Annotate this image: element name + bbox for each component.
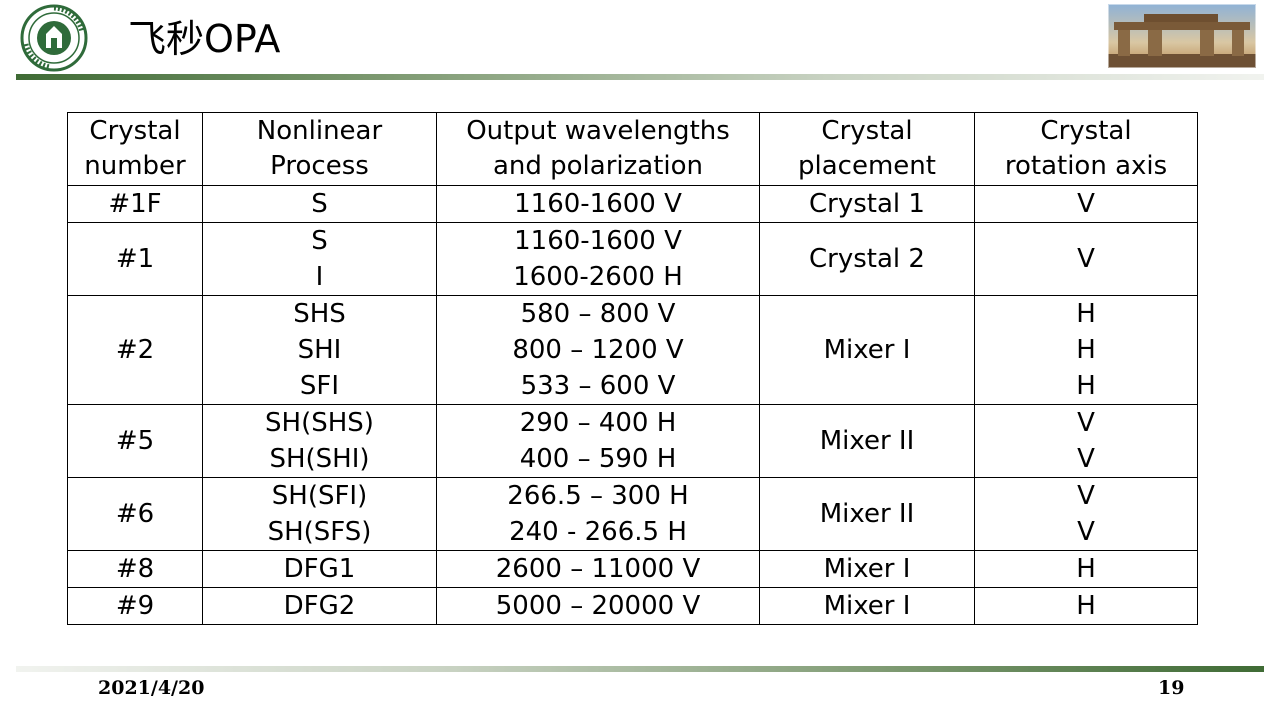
cell-nonlinear-process: SH(SHS) SH(SHI) — [202, 404, 437, 478]
cell-nonlinear-process: S — [202, 185, 437, 223]
cell-line: 580 – 800 V — [520, 299, 676, 329]
cell-line: H — [1076, 591, 1096, 621]
cell-crystal-placement: Mixer II — [759, 477, 975, 551]
cell-line: V — [1077, 244, 1095, 274]
cell-line: SH(SHI) — [269, 444, 370, 474]
cell-line: V — [1077, 189, 1095, 219]
crystal-table: Crystal number Nonlinear Process Output wa… — [67, 112, 1198, 625]
cell-crystal-number: #1 — [67, 222, 203, 296]
cell-line: SFI — [299, 371, 340, 401]
cell-line: 533 – 600 V — [520, 371, 676, 401]
header-output-wavelengths: Output wavelengths and polarization — [436, 112, 760, 186]
cell-output-wavelength: 5000 – 20000 V — [436, 587, 760, 625]
cell-line: 400 – 590 H — [519, 444, 677, 474]
cell-line: 1160-1600 V — [514, 189, 682, 219]
cell-crystal-placement: Crystal 1 — [759, 185, 975, 223]
cell-line: SHI — [297, 335, 342, 365]
cell-line: S — [311, 226, 328, 256]
cell-line: 1160-1600 V — [514, 226, 682, 256]
cell-rotation-axis: V — [974, 222, 1198, 296]
cell-output-wavelength: 290 – 400 H 400 – 590 H — [436, 404, 760, 478]
cell-crystal-number: #1F — [67, 185, 203, 223]
cell-line: DFG1 — [283, 554, 356, 584]
cell-line: H — [1076, 299, 1096, 329]
table-header-row: Crystal number Nonlinear Process Output wa… — [67, 112, 1198, 186]
cell-rotation-axis: H — [974, 550, 1198, 588]
cell-line: SH(SFS) — [267, 517, 372, 547]
cell-nonlinear-process: DFG1 — [202, 550, 437, 588]
cell-nonlinear-process: SHS SHI SFI — [202, 295, 437, 405]
cell-rotation-axis: H — [974, 587, 1198, 625]
cell-line: I — [315, 262, 324, 292]
cell-output-wavelength: 1160-1600 V 1600-2600 H — [436, 222, 760, 296]
cell-crystal-number: #2 — [67, 295, 203, 405]
university-seal-icon — [20, 4, 88, 72]
cell-line: 800 – 1200 V — [512, 335, 684, 365]
cell-rotation-axis: V — [974, 185, 1198, 223]
header-crystal-placement: Crystal placement — [759, 112, 975, 186]
header-rotation-axis: Crystal rotation axis — [974, 112, 1198, 186]
table-row: #6 SH(SFI) SH(SFS) 266.5 – 300 H 240 - 266.5… — [67, 477, 1198, 551]
table-row: #1F S 1160-1600 V Crystal 1 V — [67, 185, 1198, 223]
header-nonlinear-process: Nonlinear Process — [202, 112, 437, 186]
cell-crystal-number: #5 — [67, 404, 203, 478]
cell-line: V — [1077, 444, 1095, 474]
cell-line: SH(SHS) — [265, 408, 374, 438]
cell-line: 290 – 400 H — [519, 408, 677, 438]
footer-date: 2021/4/20 — [98, 677, 205, 699]
cell-line: H — [1076, 335, 1096, 365]
cell-crystal-number: #6 — [67, 477, 203, 551]
cell-line: H — [1076, 371, 1096, 401]
cell-line: 1600-2600 H — [513, 262, 683, 292]
cell-crystal-placement: Mixer I — [759, 550, 975, 588]
page-number: 19 — [1158, 677, 1185, 699]
header-divider — [16, 74, 1264, 80]
cell-nonlinear-process: SH(SFI) SH(SFS) — [202, 477, 437, 551]
gate-photo — [1108, 4, 1256, 68]
cell-line: 266.5 – 300 H — [507, 481, 689, 511]
page-title: 飞秒OPA — [128, 17, 281, 61]
cell-output-wavelength: 1160-1600 V — [436, 185, 760, 223]
cell-line: H — [1076, 554, 1096, 584]
cell-crystal-number: #9 — [67, 587, 203, 625]
cell-crystal-placement: Mixer II — [759, 404, 975, 478]
table-row: #9 DFG2 5000 – 20000 V Mixer I H — [67, 587, 1198, 625]
cell-line: SH(SFI) — [271, 481, 368, 511]
cell-crystal-placement: Mixer I — [759, 587, 975, 625]
cell-crystal-placement: Mixer I — [759, 295, 975, 405]
cell-crystal-placement: Crystal 2 — [759, 222, 975, 296]
cell-line: S — [311, 189, 328, 219]
footer-divider — [16, 666, 1264, 672]
cell-line: SHS — [293, 299, 346, 329]
cell-line: 240 - 266.5 H — [509, 517, 687, 547]
cell-output-wavelength: 580 – 800 V 800 – 1200 V 533 – 600 V — [436, 295, 760, 405]
cell-line: 2600 – 11000 V — [495, 554, 701, 584]
cell-line: DFG2 — [283, 591, 356, 621]
header-crystal-number: Crystal number — [67, 112, 203, 186]
cell-line: V — [1077, 408, 1095, 438]
cell-crystal-number: #8 — [67, 550, 203, 588]
cell-nonlinear-process: DFG2 — [202, 587, 437, 625]
cell-line: V — [1077, 517, 1095, 547]
cell-output-wavelength: 2600 – 11000 V — [436, 550, 760, 588]
table-row: #2 SHS SHI SFI 580 – 800 V 800 – 1200 V 533 – … — [67, 295, 1198, 405]
cell-output-wavelength: 266.5 – 300 H 240 - 266.5 H — [436, 477, 760, 551]
table-row: #5 SH(SHS) SH(SHI) 290 – 400 H 400 – 590 H Mi… — [67, 404, 1198, 478]
table-row: #8 DFG1 2600 – 11000 V Mixer I H — [67, 550, 1198, 588]
cell-line: 5000 – 20000 V — [495, 591, 701, 621]
cell-line: V — [1077, 481, 1095, 511]
